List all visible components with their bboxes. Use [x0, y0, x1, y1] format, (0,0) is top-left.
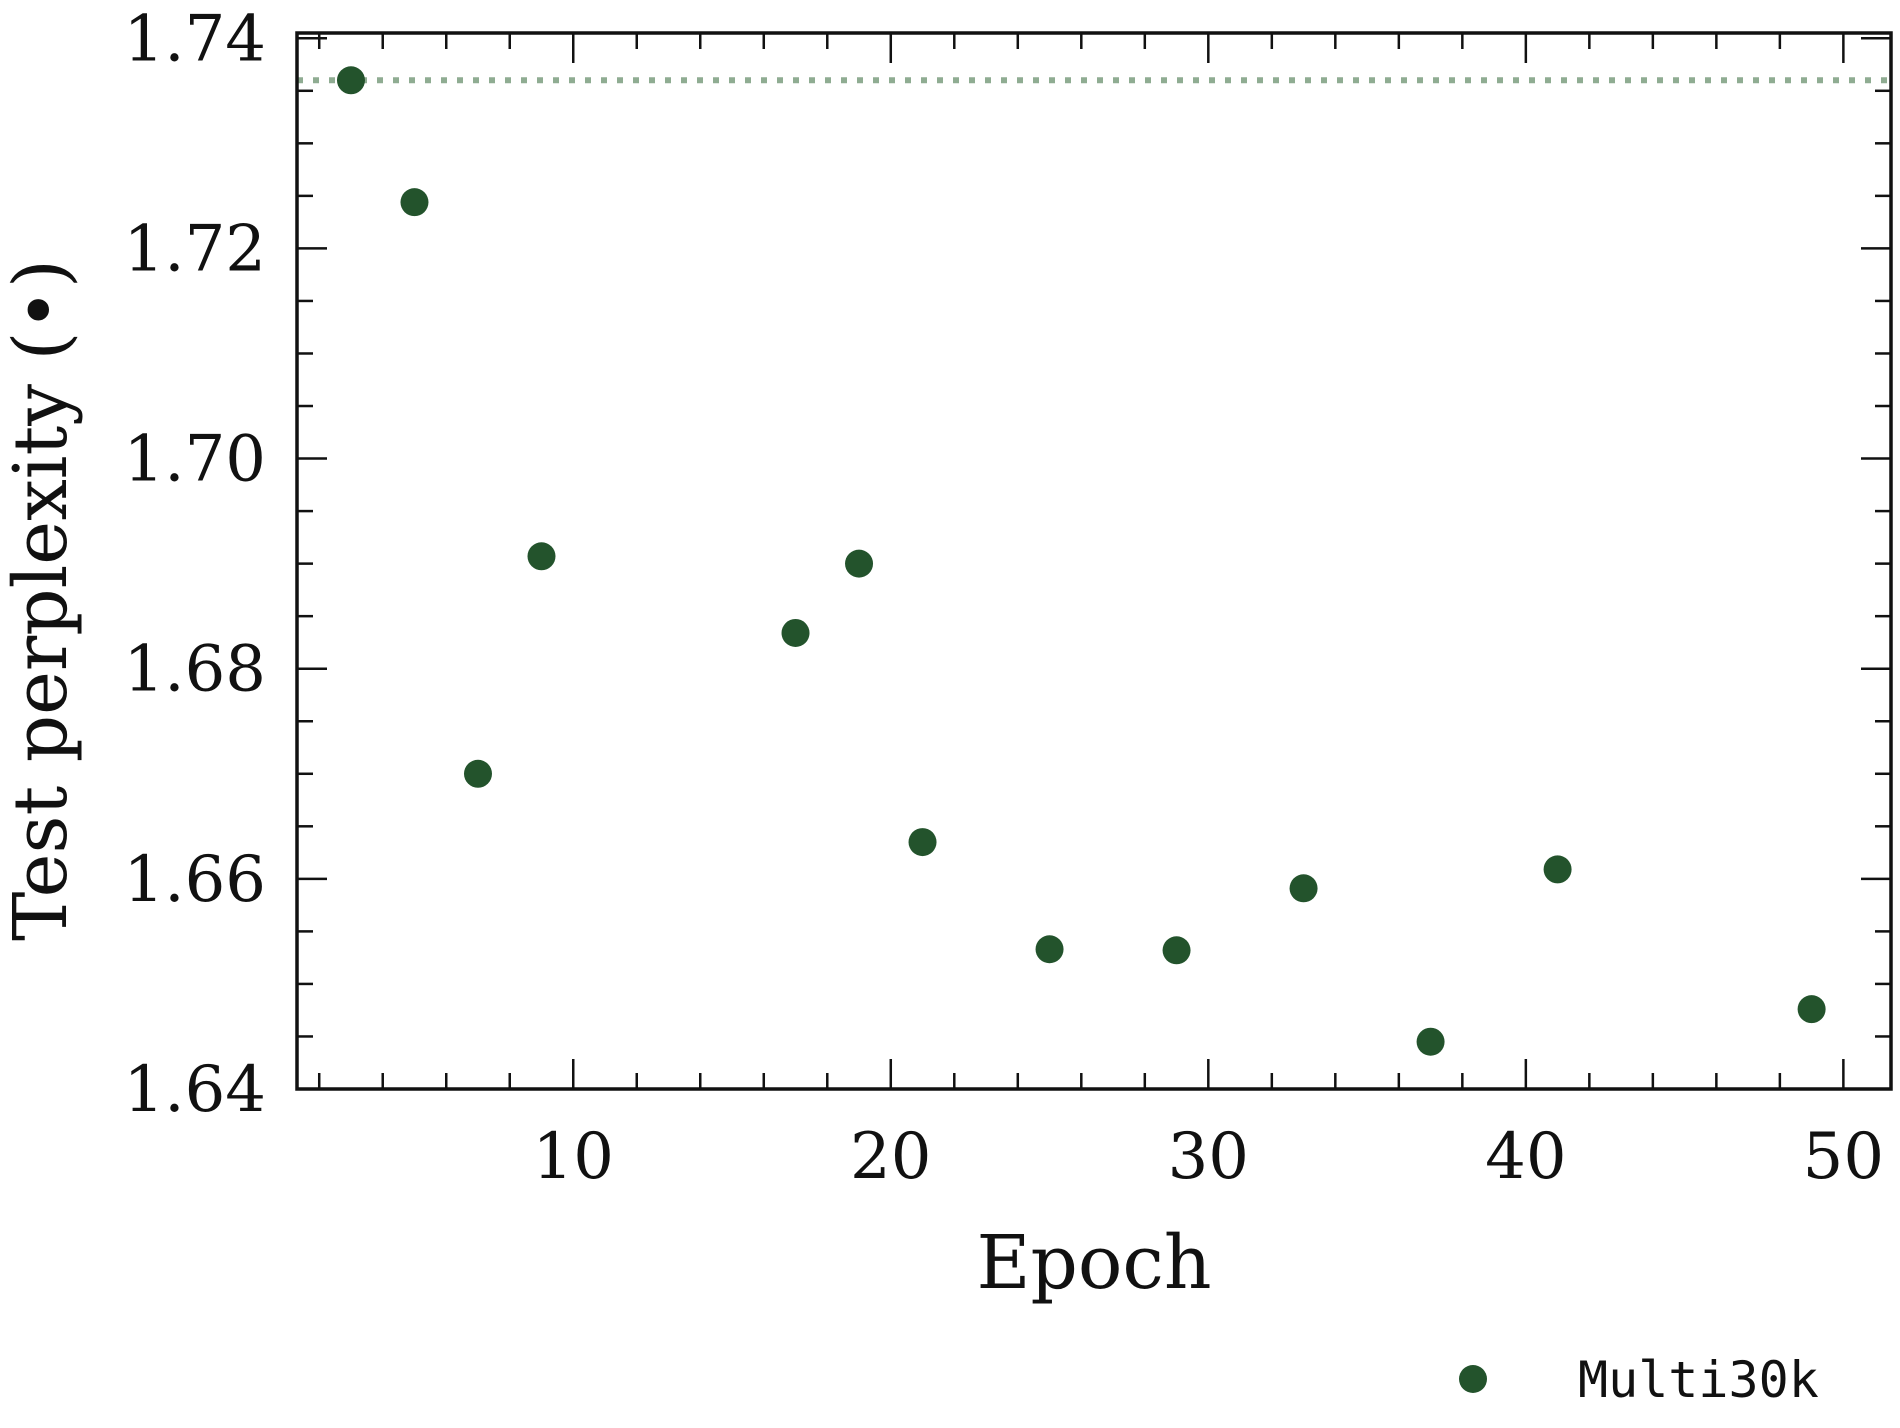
- axes-frame: [295, 31, 1893, 1091]
- y-tick-label: 1.66: [124, 843, 267, 917]
- data-point: [1035, 935, 1064, 964]
- legend-label: Multi30k: [1578, 1351, 1819, 1409]
- x-tick-label: 50: [1803, 1120, 1884, 1194]
- data-point: [908, 828, 937, 857]
- y-tick-label: 1.68: [124, 633, 267, 707]
- y-axis-title: Test perplexity (•): [0, 259, 84, 941]
- x-tick-labels: 10 20 30 40 50: [533, 1120, 1885, 1194]
- data-point: [1797, 995, 1826, 1024]
- data-point: [1289, 874, 1318, 903]
- x-tick-label: 40: [1485, 1120, 1566, 1194]
- data-point: [781, 618, 810, 647]
- data-points: [336, 66, 1826, 1056]
- data-point: [527, 542, 556, 571]
- y-tick-label: 1.74: [124, 2, 267, 76]
- legend-marker: [1459, 1365, 1487, 1393]
- data-point: [463, 759, 492, 788]
- data-point: [400, 188, 429, 217]
- legend: Multi30k: [1459, 1351, 1819, 1409]
- y-tick-label: 1.70: [124, 423, 267, 497]
- data-point: [336, 66, 365, 95]
- data-point: [1162, 936, 1191, 965]
- x-axis-title: Epoch: [976, 1220, 1211, 1306]
- y-tick-label: 1.72: [124, 212, 267, 286]
- x-tick-label: 20: [850, 1120, 931, 1194]
- y-tick-labels: 1.64 1.66 1.68 1.70 1.72 1.74: [124, 2, 267, 1127]
- data-point: [1543, 855, 1572, 884]
- plot-area: [295, 31, 1893, 1091]
- data-point: [845, 549, 874, 578]
- y-tick-label: 1.64: [124, 1053, 267, 1127]
- data-point: [1416, 1027, 1445, 1056]
- x-tick-label: 10: [533, 1120, 614, 1194]
- x-tick-label: 30: [1168, 1120, 1249, 1194]
- ticks-layer: [297, 33, 1891, 1091]
